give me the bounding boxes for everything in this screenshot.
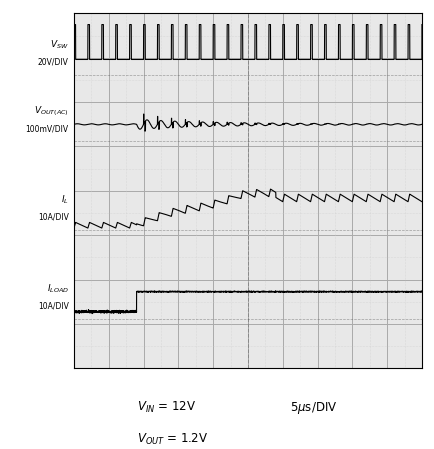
Text: $V_{OUT}$ = 1.2V: $V_{OUT}$ = 1.2V <box>136 432 207 447</box>
Text: $V_{OUT(AC)}$: $V_{OUT(AC)}$ <box>34 104 69 118</box>
Text: 100mV/DIV: 100mV/DIV <box>26 124 69 133</box>
Text: $V_{IN}$ = 12V: $V_{IN}$ = 12V <box>136 400 195 415</box>
Text: 20V/DIV: 20V/DIV <box>38 58 69 67</box>
Text: $I_L$: $I_L$ <box>61 194 69 206</box>
Text: 10A/DIV: 10A/DIV <box>38 213 69 222</box>
Text: $V_{SW}$: $V_{SW}$ <box>50 38 69 51</box>
Text: $I_{LOAD}$: $I_{LOAD}$ <box>46 282 69 295</box>
Text: 5$\mu$s/DIV: 5$\mu$s/DIV <box>289 400 336 416</box>
Text: 10A/DIV: 10A/DIV <box>38 302 69 311</box>
